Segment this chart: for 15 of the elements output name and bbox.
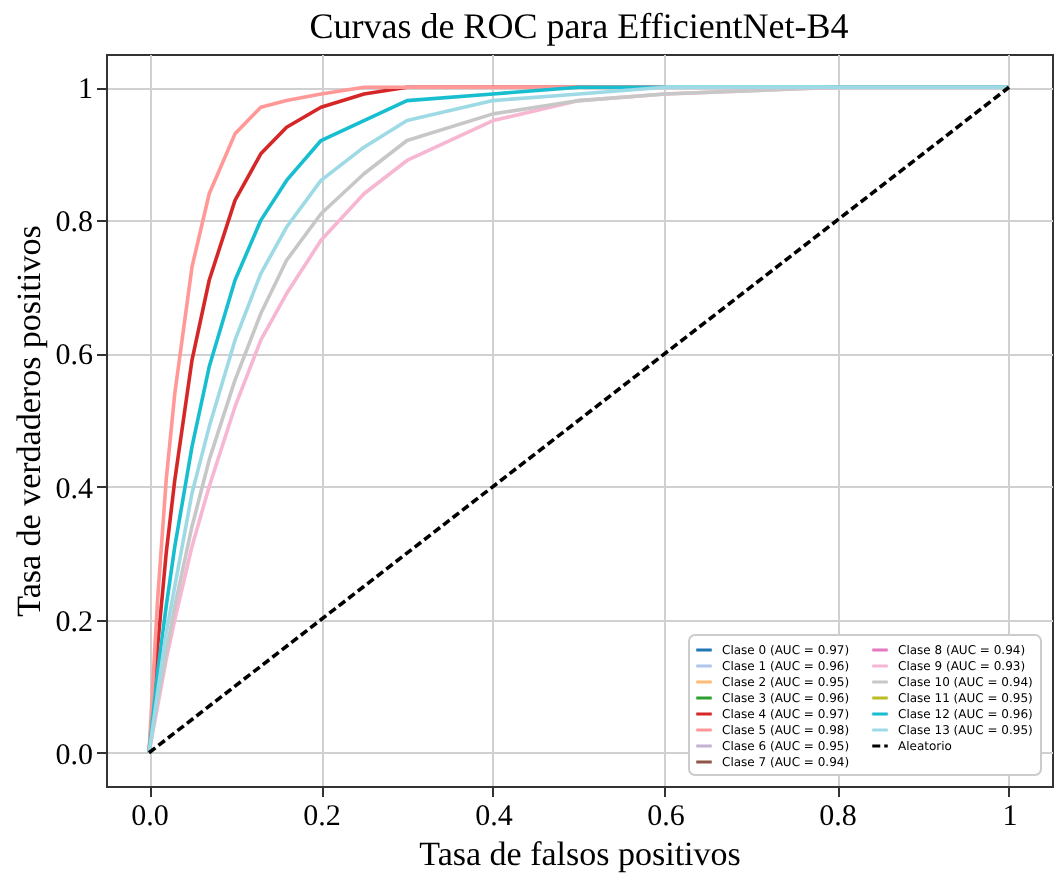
chart-title: Curvas de ROC para EfficientNet-B4 [309, 6, 849, 46]
x-tick-label: 0.6 [647, 801, 686, 833]
y-tick-label: 0.2 [55, 606, 93, 639]
y-tick-label: 0.4 [55, 473, 94, 506]
y-tick-label: 1 [78, 74, 93, 107]
y-axis-title: Tasa de verdaderos positivos [9, 225, 48, 617]
x-tick-label: 1 [1002, 801, 1018, 833]
x-tick-label: 0.2 [303, 801, 341, 833]
y-tick-label: 0.0 [55, 739, 93, 772]
y-tick-label: 0.8 [55, 207, 93, 240]
y-tick-label: 0.6 [55, 340, 94, 373]
x-tick-label: 0.8 [819, 801, 857, 833]
x-axis-title: Tasa de falsos positivos [419, 835, 741, 873]
x-tick-label: 0.4 [475, 801, 514, 833]
x-tick-label: 0.0 [131, 801, 169, 833]
